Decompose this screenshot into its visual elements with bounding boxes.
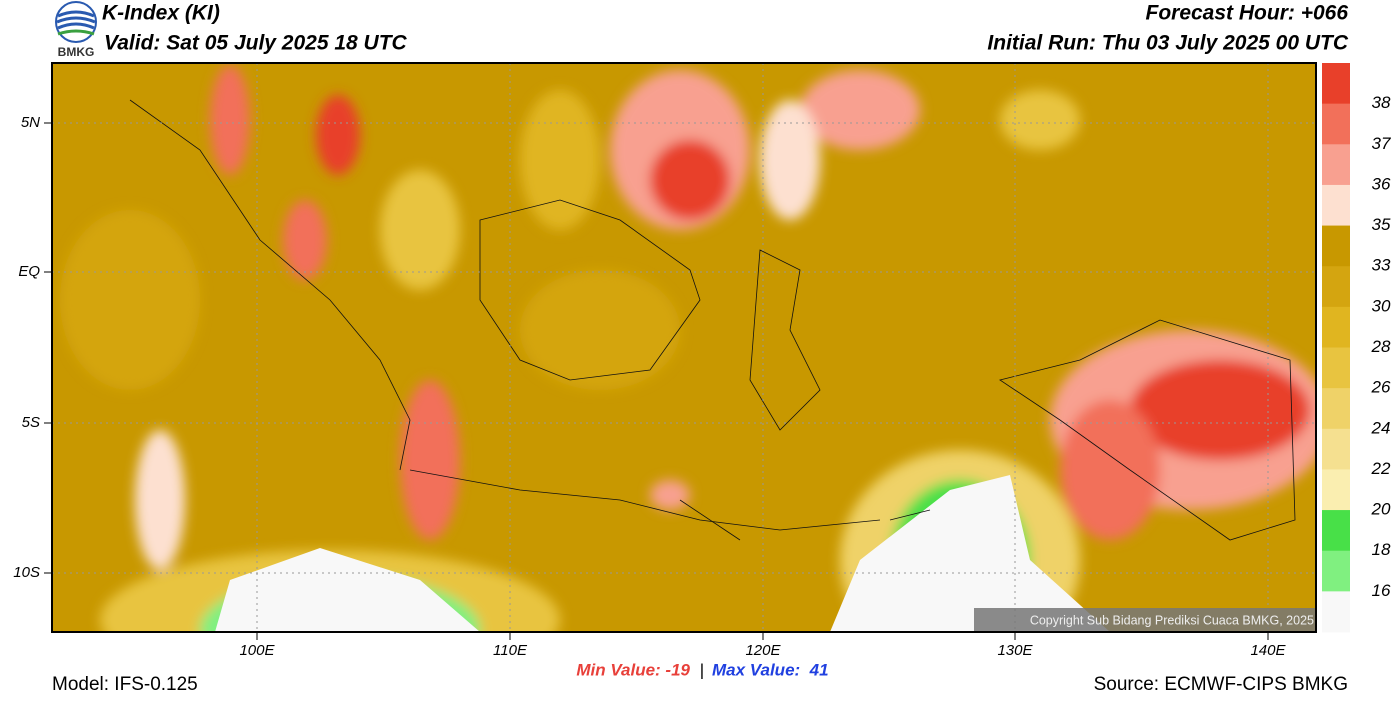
lon-label: 110E xyxy=(493,642,528,659)
colorbar-label: 36 xyxy=(1372,174,1391,193)
min-value: Min Value: -19 xyxy=(576,660,690,679)
colorbar-segment xyxy=(1322,225,1350,267)
colorbar-label: 37 xyxy=(1372,134,1391,153)
lat-label: EQ xyxy=(18,263,40,280)
copyright: Copyright Sub Bidang Prediksi Cuaca BMKG… xyxy=(1030,613,1314,627)
colorbar-segment xyxy=(1322,510,1350,552)
map-frame xyxy=(51,62,1317,633)
colorbar-label: 22 xyxy=(1371,459,1391,478)
colorbar-label: 24 xyxy=(1371,418,1391,437)
colorbar-segment xyxy=(1322,306,1350,348)
colorbar-segment xyxy=(1322,144,1350,186)
lat-label: 5S xyxy=(22,414,40,431)
max-value: Max Value: 41 xyxy=(712,660,829,679)
colorbar-label: 18 xyxy=(1372,540,1391,559)
colorbar-segment xyxy=(1322,266,1350,308)
forecast-hour: Forecast Hour: +066 xyxy=(1146,2,1349,25)
logo: BMKG xyxy=(55,1,97,59)
colorbar-segment xyxy=(1322,388,1350,430)
lon-label: 100E xyxy=(239,642,275,659)
colorbar-label: 26 xyxy=(1371,378,1391,397)
colorbar-label: 20 xyxy=(1371,500,1391,519)
graticule xyxy=(52,63,1316,632)
model: Model: IFS-0.125 xyxy=(52,674,198,695)
colorbar-segment xyxy=(1322,347,1350,389)
lon-label: 140E xyxy=(1250,642,1286,659)
colorbar-label: 30 xyxy=(1372,296,1391,315)
colorbar-label: 16 xyxy=(1372,581,1391,600)
separator: | xyxy=(700,660,704,679)
colorbar-segment xyxy=(1322,469,1350,511)
colorbar-label: 33 xyxy=(1372,256,1391,275)
colorbar-segment xyxy=(1322,103,1350,145)
colorbar-segment xyxy=(1322,184,1350,227)
lat-label: 5N xyxy=(21,114,40,131)
title: K-Index (KI) xyxy=(102,2,220,25)
logo-text: BMKG xyxy=(58,45,95,59)
initial-run: Initial Run: Thu 03 July 2025 00 UTC xyxy=(987,32,1348,55)
source: Source: ECMWF-CIPS BMKG xyxy=(1094,674,1348,695)
colorbar-label: 28 xyxy=(1371,337,1391,356)
colorbar-segment xyxy=(1322,550,1350,592)
map-field: Copyright Sub Bidang Prediksi Cuaca BMKG… xyxy=(52,63,1316,632)
colorbar-segment xyxy=(1322,63,1350,105)
valid-time: Valid: Sat 05 July 2025 18 UTC xyxy=(104,32,408,55)
colorbar-label: 38 xyxy=(1372,93,1391,112)
colorbar-segment xyxy=(1322,428,1350,470)
colorbar-segment xyxy=(1322,591,1350,633)
lon-label: 120E xyxy=(745,642,781,659)
lon-label: 130E xyxy=(997,642,1033,659)
lat-label: 10S xyxy=(13,564,40,581)
colorbar-label: 35 xyxy=(1372,215,1391,234)
